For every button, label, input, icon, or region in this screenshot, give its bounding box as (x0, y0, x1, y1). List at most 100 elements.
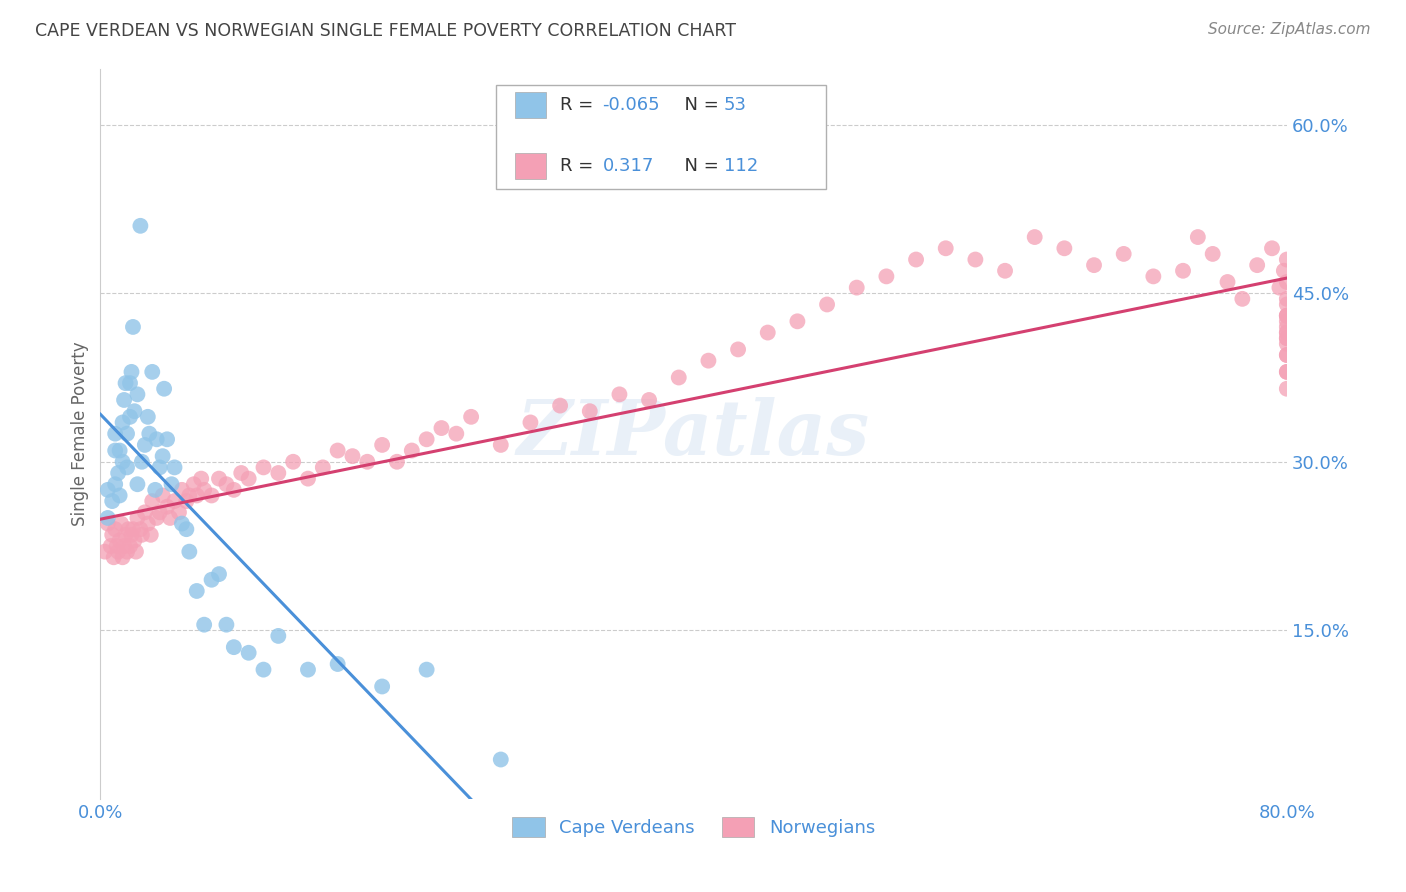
Point (297, 472, 319, 486)
Point (136, 409, 159, 424)
Point (200, 488, 222, 502)
Point (1232, 292, 1254, 306)
Text: N =: N = (673, 96, 724, 114)
Point (994, 264, 1017, 278)
Point (1083, 258, 1105, 272)
Text: -0.065: -0.065 (603, 96, 661, 114)
Point (176, 494, 198, 508)
Point (117, 522, 139, 536)
Point (160, 477, 183, 491)
Point (415, 663, 437, 677)
Point (139, 528, 162, 542)
Point (121, 365, 143, 379)
Point (108, 488, 131, 502)
Point (326, 443, 349, 458)
Point (222, 640, 245, 655)
Point (1053, 241, 1076, 255)
Text: R =: R = (561, 96, 599, 114)
Point (141, 494, 163, 508)
Point (163, 494, 186, 508)
Text: ZIPatlas: ZIPatlas (517, 397, 870, 471)
Point (401, 443, 423, 458)
Point (786, 314, 808, 328)
Point (727, 343, 749, 357)
Point (163, 460, 186, 475)
Point (815, 297, 838, 311)
Point (141, 365, 163, 379)
Point (112, 392, 135, 407)
Point (111, 455, 134, 469)
Point (1142, 269, 1164, 284)
Point (215, 477, 238, 491)
Point (1275, 326, 1298, 340)
Text: R =: R = (561, 157, 612, 175)
Point (1275, 365, 1298, 379)
Point (153, 382, 176, 396)
Point (231, 466, 253, 480)
Y-axis label: Single Female Poverty: Single Female Poverty (72, 342, 89, 526)
Point (114, 376, 136, 391)
Point (124, 404, 146, 418)
Point (1171, 264, 1194, 278)
Point (1275, 365, 1298, 379)
Point (1202, 247, 1225, 261)
Point (460, 409, 482, 424)
Point (371, 680, 394, 694)
Point (965, 252, 987, 267)
Point (312, 460, 335, 475)
Point (1275, 320, 1298, 334)
Point (156, 432, 179, 446)
Point (110, 516, 132, 531)
Point (134, 438, 156, 452)
Text: 112: 112 (724, 157, 758, 175)
Point (104, 522, 127, 536)
Point (1024, 230, 1046, 244)
Point (101, 494, 124, 508)
Point (170, 483, 193, 497)
Point (756, 326, 779, 340)
Point (1275, 348, 1298, 362)
Point (668, 370, 690, 384)
Point (115, 460, 138, 475)
Point (1275, 309, 1298, 323)
Point (145, 511, 167, 525)
Point (111, 416, 134, 430)
Point (149, 505, 172, 519)
Point (129, 522, 152, 536)
Point (1216, 275, 1239, 289)
Point (1275, 331, 1298, 345)
Point (1275, 348, 1298, 362)
Point (1246, 258, 1268, 272)
Point (125, 544, 148, 558)
Point (1275, 336, 1298, 351)
Text: N =: N = (673, 157, 724, 175)
Point (145, 432, 167, 446)
Point (179, 488, 201, 502)
Point (1275, 292, 1298, 306)
Point (578, 404, 600, 418)
Point (100, 539, 122, 553)
Point (193, 617, 215, 632)
Point (222, 483, 245, 497)
Point (200, 573, 222, 587)
Point (1275, 309, 1298, 323)
Point (1275, 326, 1298, 340)
Point (167, 505, 190, 519)
Point (108, 443, 131, 458)
Point (208, 567, 231, 582)
Point (609, 387, 631, 401)
Point (104, 477, 127, 491)
Point (124, 533, 146, 548)
Point (1187, 230, 1209, 244)
Point (845, 280, 868, 294)
Point (415, 432, 437, 446)
Point (136, 516, 159, 531)
Point (1275, 331, 1298, 345)
Point (104, 426, 127, 441)
Point (105, 539, 128, 553)
Point (104, 443, 127, 458)
Point (342, 449, 364, 463)
Point (114, 528, 136, 542)
Point (111, 550, 134, 565)
Point (519, 416, 541, 430)
